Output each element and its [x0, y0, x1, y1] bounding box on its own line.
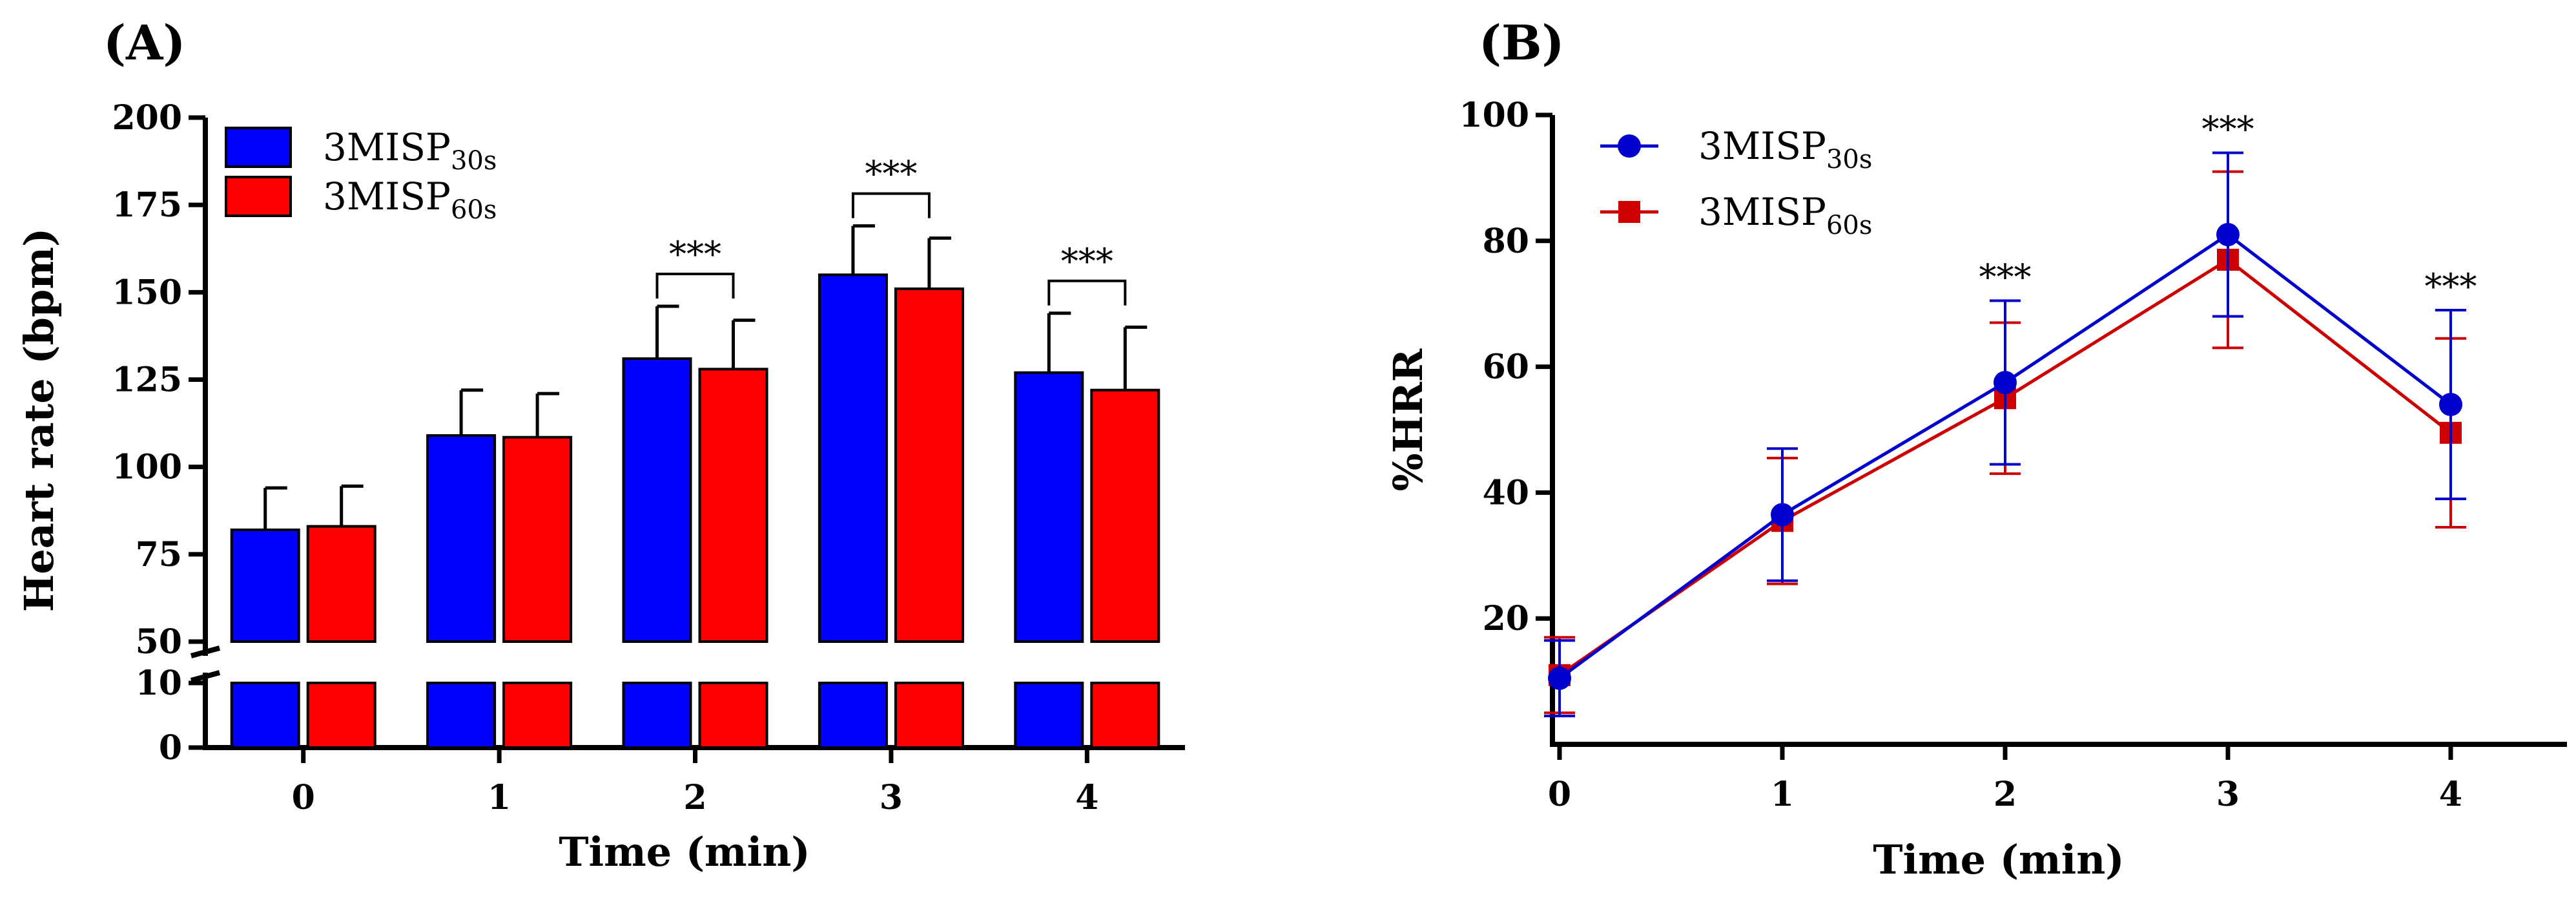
panel-a-axis-break-mark — [190, 670, 221, 683]
panel-b-point-30s — [2439, 393, 2462, 417]
panel-a-bar-lower-30s — [622, 682, 692, 749]
panel-a-bar-lower-30s — [818, 682, 888, 749]
panel-a-bar-60s — [502, 435, 573, 644]
legend-label-subscript: 60s — [451, 195, 497, 225]
panel-b-x-tick-label: 4 — [2439, 775, 2462, 814]
legend-label-base: 3MISP — [1698, 190, 1826, 234]
panel-a-bar-lower-60s — [502, 682, 573, 749]
panel-a-legend-swatch-60s — [225, 176, 292, 217]
panel-a-x-tick-label: 0 — [292, 778, 315, 817]
panel-a-bar-30s — [622, 357, 692, 643]
panel-a-bar-30s — [818, 273, 888, 643]
panel-a-x-tick-label: 1 — [488, 778, 511, 817]
panel-a-y-tick-label: 75 — [136, 535, 182, 574]
panel-a-axis-break-mark — [190, 645, 221, 658]
panel-b-y-tick-label: 80 — [1483, 222, 1529, 261]
panel-a-legend-swatch-30s — [225, 127, 292, 168]
panel-a-y-tick-label: 175 — [112, 185, 182, 225]
panel-a-bar-60s — [894, 287, 964, 643]
panel-b-legend-label: 3MISP30s — [1698, 124, 1872, 174]
panel-b-x-tick-label: 0 — [1548, 775, 1571, 814]
panel-b-significance-label: *** — [2202, 109, 2254, 149]
panel-a-bar-lower-60s — [698, 682, 768, 749]
legend-label-subscript: 30s — [451, 146, 497, 176]
panel-a-y-tick-label: 10 — [136, 664, 182, 703]
panel-a-x-axis-title: Time (min) — [559, 828, 810, 876]
panel-b-significance-label: *** — [2425, 266, 2477, 307]
legend-label-base: 3MISP — [323, 174, 451, 218]
panel-a-bar-60s — [1090, 388, 1160, 643]
panel-b-y-tick-label: 100 — [1459, 96, 1529, 135]
panel-a-bar-lower-60s — [1090, 682, 1160, 749]
panel-b-y-tick-label: 20 — [1483, 599, 1529, 638]
panel-b-x-tick-label: 1 — [1771, 775, 1794, 814]
panel-a-bar-60s — [306, 525, 376, 644]
panel-a-legend-label: 3MISP60s — [323, 174, 497, 225]
panel-b-y-tick-label: 40 — [1483, 473, 1529, 512]
panel-b: (B) 20 40 60 80 100 0 1 2 3 4 *** *** *** Time (min)… — [1385, 16, 2567, 883]
legend-label-subscript: 30s — [1826, 145, 1872, 174]
panel-b-point-30s — [1771, 503, 1794, 527]
panel-a-y-tick-label: 150 — [112, 273, 182, 312]
panel-a-significance-bracket — [851, 192, 931, 218]
panel-a-x-tick-label: 3 — [880, 778, 903, 817]
panel-a-significance-label: *** — [669, 234, 721, 275]
panel-b-x-tick-label: 3 — [2216, 775, 2240, 814]
panel-a-bar-30s — [1014, 371, 1084, 643]
panel-a-y-tick-label: 200 — [112, 98, 182, 138]
panel-b-point-30s — [2216, 223, 2240, 247]
panel-b-legend-label: 3MISP60s — [1698, 190, 1872, 240]
panel-b-x-tick-label: 2 — [1994, 775, 2017, 814]
panel-a-y-tick-label: 50 — [136, 622, 182, 662]
legend-label-base: 3MISP — [1698, 124, 1826, 168]
panel-a-legend-label: 3MISP30s — [323, 125, 497, 176]
panel-a-significance-label: *** — [865, 154, 917, 194]
panel-a-bar-lower-60s — [894, 682, 964, 749]
panel-a-bar-lower-30s — [1014, 682, 1084, 749]
panel-a-bar-lower-60s — [306, 682, 376, 749]
panel-a-y-axis-title: Heart rate (bpm) — [15, 228, 63, 613]
panel-a-y-tick-label: 0 — [159, 728, 182, 768]
panel-b-legend-marker-30s — [1618, 134, 1641, 158]
panel-b-x-axis-title: Time (min) — [1873, 836, 2124, 883]
panel-a-label: (A) — [103, 16, 185, 71]
panel-a-significance-label: *** — [1061, 241, 1113, 282]
panel-b-significance-label: *** — [1979, 257, 2032, 297]
panel-b-point-30s — [1994, 370, 2017, 394]
panel-b-legend-marker-60s — [1618, 201, 1640, 223]
panel-a-x-tick-label: 2 — [683, 778, 706, 817]
panel-a-y-tick-label: 125 — [112, 361, 182, 400]
panel-a-y-tick-label: 100 — [112, 448, 182, 487]
panel-a-bar-60s — [698, 368, 768, 644]
legend-label-subscript: 60s — [1826, 211, 1872, 240]
legend-label-base: 3MISP — [323, 125, 451, 169]
panel-a-bar-lower-30s — [230, 682, 300, 749]
panel-a-x-tick-label: 4 — [1075, 778, 1098, 817]
panel-a-significance-bracket — [655, 272, 735, 299]
panel-a-significance-bracket — [1047, 279, 1127, 306]
panel-b-label: (B) — [1479, 16, 1565, 71]
panel-b-point-30s — [1548, 666, 1571, 690]
panel-a-bar-lower-30s — [426, 682, 497, 749]
panel-a-bar-30s — [426, 434, 497, 643]
panel-b-y-tick-label: 60 — [1483, 348, 1529, 387]
panel-b-y-axis-title: %HRR — [1385, 348, 1432, 491]
panel-a-bar-30s — [230, 528, 300, 644]
